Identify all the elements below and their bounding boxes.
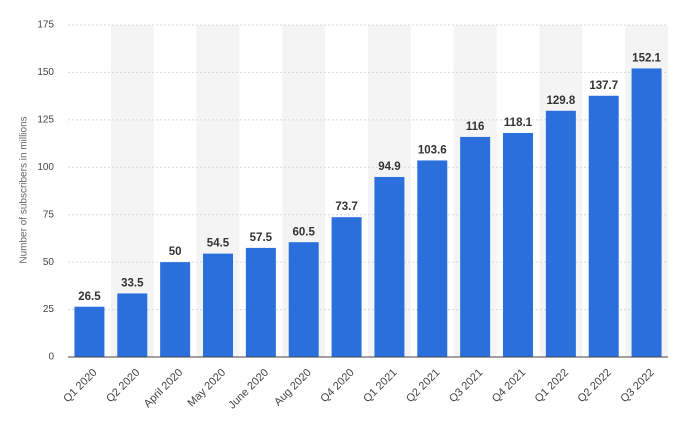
x-tick-label: Q2 2020 — [104, 367, 142, 405]
bar — [417, 160, 448, 357]
bar — [288, 242, 319, 357]
value-label: 129.8 — [546, 95, 575, 107]
value-label: 152.1 — [632, 52, 661, 64]
y-tick-label: 150 — [37, 67, 54, 78]
bar — [588, 95, 619, 357]
x-tick-label: May 2020 — [186, 367, 229, 410]
y-axis-label: Number of subscribers in millions — [19, 116, 30, 263]
value-label: 60.5 — [293, 226, 316, 238]
value-label: 118.1 — [504, 117, 533, 129]
bar — [631, 68, 662, 357]
y-tick-label: 25 — [43, 304, 55, 315]
x-tick-label: Q1 2022 — [533, 367, 571, 405]
bar — [117, 293, 148, 357]
y-tick-label: 100 — [37, 162, 54, 173]
value-label: 137.7 — [589, 80, 618, 92]
value-label: 94.9 — [378, 161, 400, 173]
value-label: 57.5 — [250, 232, 273, 244]
x-tick-label: Q3 2021 — [447, 367, 485, 405]
bar — [331, 217, 362, 357]
bar — [245, 247, 276, 357]
bar — [374, 176, 405, 357]
value-label: 33.5 — [121, 277, 144, 289]
y-tick-label: 75 — [43, 209, 55, 220]
x-tick-label: Q3 2022 — [618, 367, 656, 405]
y-tick-label: 50 — [43, 257, 55, 268]
value-label: 73.7 — [335, 201, 357, 213]
value-label: 26.5 — [78, 291, 101, 303]
x-tick-label: June 2020 — [226, 367, 271, 412]
x-tick-label: Q2 2021 — [404, 367, 442, 405]
bar — [203, 253, 233, 357]
x-tick-label: Q1 2020 — [61, 367, 99, 405]
y-tick-label: 0 — [48, 352, 54, 363]
value-label: 50 — [169, 246, 182, 258]
value-label: 103.6 — [418, 144, 447, 156]
value-label: 116 — [466, 121, 485, 133]
y-tick-label: 125 — [37, 114, 54, 125]
x-tick-label: Q4 2021 — [490, 367, 528, 405]
x-tick-label: Aug 2020 — [272, 367, 314, 409]
bar — [74, 306, 105, 357]
y-tick-label: 175 — [37, 20, 54, 31]
x-tick-label: April 2020 — [142, 367, 186, 411]
bar — [503, 132, 533, 357]
x-tick-label: Q1 2021 — [361, 367, 399, 405]
bar — [160, 262, 191, 357]
bar — [545, 110, 576, 357]
value-label: 54.5 — [207, 238, 230, 250]
x-tick-label: Q4 2020 — [318, 367, 356, 405]
bar — [460, 136, 491, 357]
x-tick-label: Q2 2022 — [576, 367, 614, 405]
